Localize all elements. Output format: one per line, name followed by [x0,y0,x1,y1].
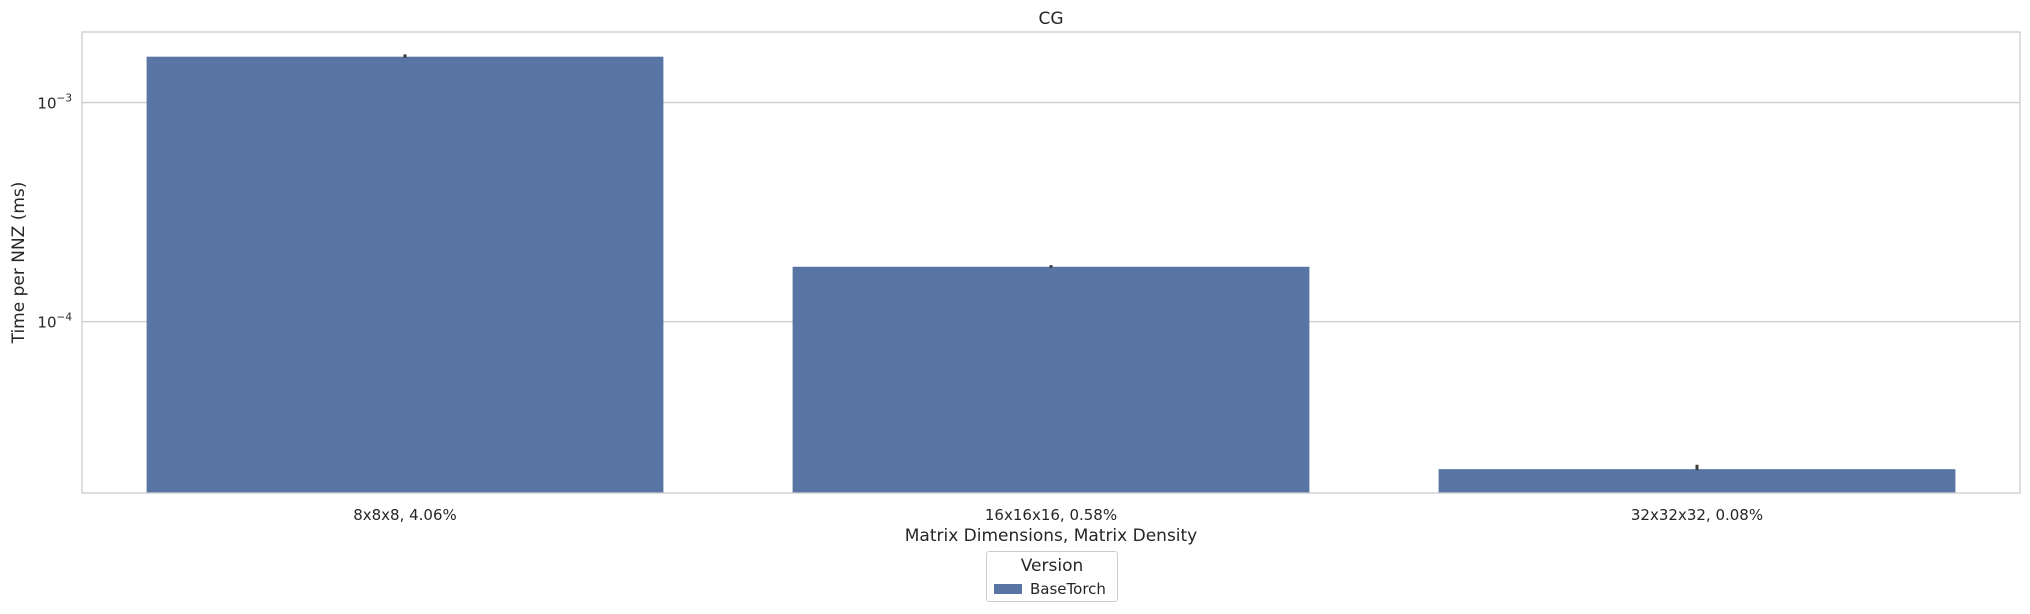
legend-label: BaseTorch [1030,580,1106,598]
y-tick-label: 10−4 [37,312,72,332]
bar [792,266,1310,493]
x-tick-label: 32x32x32, 0.08% [1631,506,1763,524]
bar [146,56,664,493]
y-tick-labels: 10−3 10−4 [37,93,72,332]
chart-title: CG [1038,9,1063,29]
x-tick-label: 16x16x16, 0.58% [985,506,1117,524]
error-bars [403,54,1699,471]
y-axis-label: Time per NNZ (ms) [9,182,29,345]
bar [1438,469,1956,493]
legend: Version BaseTorch [986,551,1118,602]
legend-swatch [994,584,1022,594]
x-axis-label: Matrix Dimensions, Matrix Density [905,526,1198,546]
y-tick-label: 10−3 [37,93,72,113]
legend-title: Version [1020,556,1084,576]
bars [146,56,1956,493]
x-tick-labels: 8x8x8, 4.06% 16x16x16, 0.58% 32x32x32, 0.0… [353,506,1763,524]
x-tick-label: 8x8x8, 4.06% [353,506,457,524]
plot-frame [81,31,2021,494]
